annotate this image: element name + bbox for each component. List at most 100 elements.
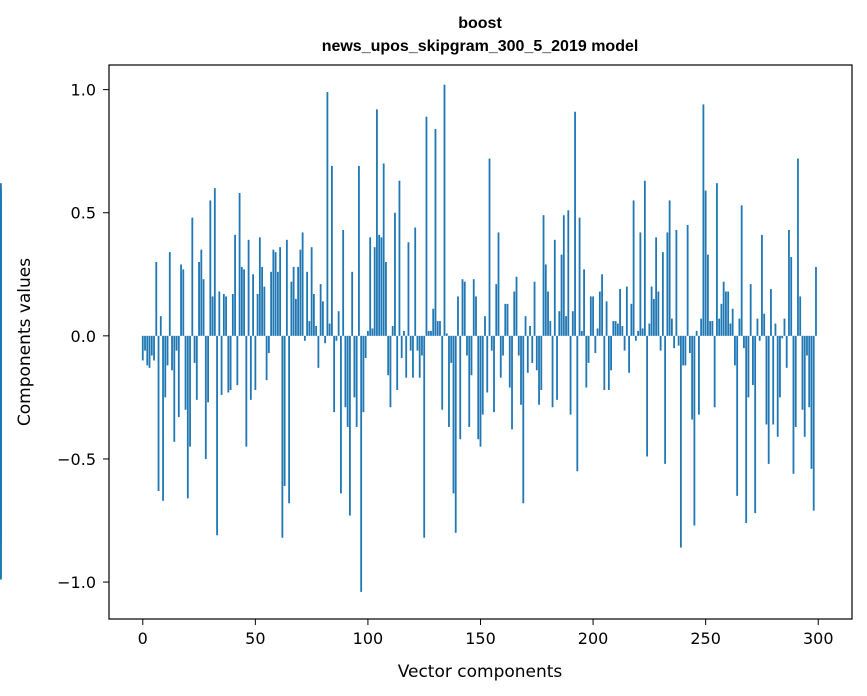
bar [177, 335, 180, 418]
bar [632, 200, 635, 336]
bar [774, 323, 777, 336]
y-tick-label: −1.0 [57, 573, 96, 592]
bar [272, 249, 275, 336]
bar [533, 281, 536, 336]
bar [794, 335, 797, 427]
bar [511, 335, 513, 430]
bar [331, 165, 333, 336]
bar [164, 335, 167, 398]
chart-subtitle: news_upos_skipgram_300_5_2019 model [322, 38, 639, 55]
bar [301, 232, 304, 336]
bar [146, 335, 149, 366]
bar [562, 215, 565, 336]
bar [783, 318, 786, 336]
bar [371, 328, 374, 336]
bar [508, 335, 511, 388]
bar [673, 335, 676, 349]
bar [576, 335, 579, 472]
bar [207, 335, 209, 403]
bar [353, 335, 356, 398]
bar [506, 303, 509, 336]
bar [495, 284, 498, 336]
bar [454, 335, 457, 533]
bar [436, 321, 439, 336]
bar [213, 188, 216, 336]
bar [218, 291, 221, 336]
bar [623, 335, 626, 351]
bar [364, 335, 367, 358]
bar [274, 252, 277, 336]
bar [346, 335, 349, 427]
bar [216, 335, 218, 536]
bar [276, 271, 279, 336]
bar [308, 321, 311, 336]
bar [344, 335, 347, 408]
bar [457, 296, 459, 336]
bar [601, 274, 603, 336]
bar [238, 193, 241, 336]
bar [148, 335, 151, 368]
bar [290, 281, 293, 336]
bar [389, 335, 392, 408]
bar [558, 311, 561, 336]
bar [765, 335, 768, 425]
bar [153, 335, 155, 361]
bar [321, 301, 324, 336]
x-tick-label: 50 [245, 629, 265, 648]
bar [592, 296, 594, 336]
chart-title: boost [458, 15, 502, 32]
bar [193, 335, 196, 363]
bar [445, 333, 448, 336]
bar [479, 335, 482, 447]
bar [700, 318, 703, 336]
bar [166, 335, 169, 366]
bar [423, 335, 426, 538]
bar [756, 318, 759, 336]
bar [261, 266, 263, 336]
bar [303, 335, 306, 341]
bar [351, 271, 354, 336]
bar [340, 335, 342, 494]
bar [416, 335, 419, 351]
bar [299, 249, 302, 336]
bar [520, 335, 522, 405]
bar [630, 303, 633, 336]
bar [729, 323, 732, 336]
bar [675, 229, 678, 336]
bar [493, 335, 495, 413]
bar [578, 217, 581, 336]
bar [560, 254, 563, 336]
bar [763, 313, 766, 336]
bar [319, 284, 322, 336]
bar [288, 335, 291, 504]
bar [517, 335, 520, 356]
bar [171, 335, 173, 371]
bar [202, 279, 205, 336]
bar [637, 330, 640, 336]
bar [409, 335, 412, 351]
bar [265, 335, 268, 381]
bar [252, 274, 254, 336]
bar [659, 335, 662, 351]
bar [808, 335, 811, 408]
bar [144, 335, 146, 351]
bar [542, 215, 545, 336]
bar [628, 335, 630, 373]
bar [571, 311, 574, 336]
bar [448, 335, 450, 427]
bar [594, 335, 597, 354]
bar [745, 335, 748, 523]
bar [360, 335, 363, 592]
bar [245, 335, 248, 447]
bar [227, 335, 230, 393]
bar [772, 335, 775, 425]
bar [788, 229, 790, 336]
bar [168, 252, 171, 336]
bar [376, 109, 378, 336]
bar [173, 335, 176, 442]
bar [754, 335, 757, 514]
bar [324, 335, 327, 344]
bar [515, 276, 518, 336]
bar [497, 232, 500, 336]
